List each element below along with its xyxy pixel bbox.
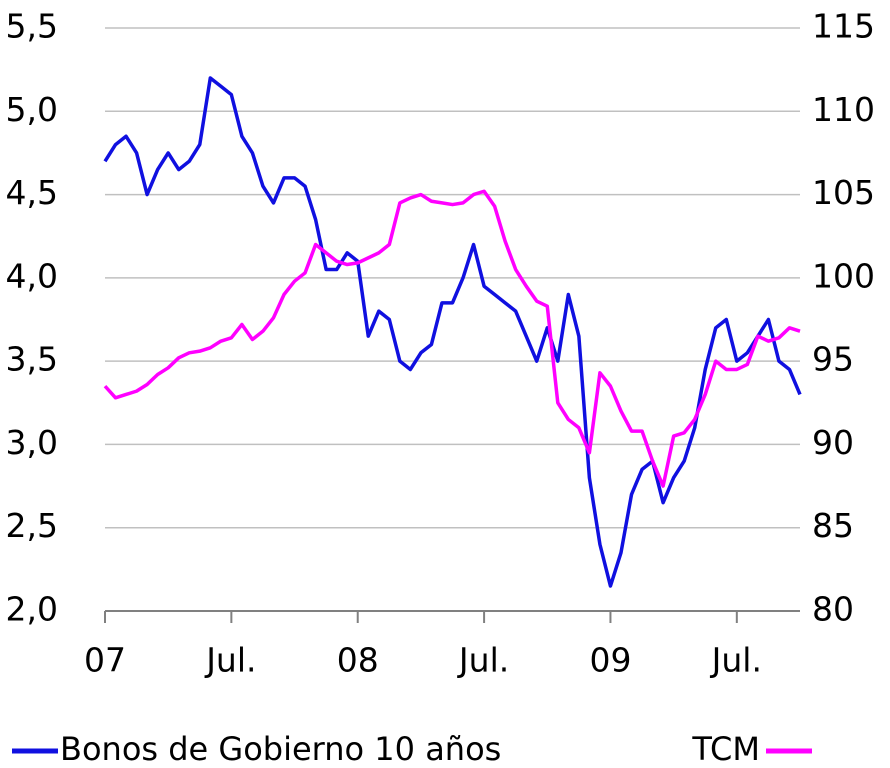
y-tick-label: 2,5	[6, 506, 58, 545]
y2-tick-label: 95	[812, 340, 854, 379]
y-tick-label: 4,5	[6, 173, 58, 212]
y-tick-label: 4,0	[6, 256, 58, 295]
x-tick-label: 08	[337, 641, 379, 680]
y2-tick-label: 100	[812, 256, 875, 295]
y2-tick-label: 80	[812, 590, 854, 629]
x-tick-label: Jul.	[204, 641, 256, 680]
legend-label: Bonos de Gobierno 10 años	[60, 730, 501, 768]
y2-tick-label: 105	[812, 173, 875, 212]
y-tick-label: 3,5	[6, 340, 58, 379]
y-tick-label: 3,0	[6, 423, 58, 462]
x-tick-label: 07	[84, 641, 126, 680]
y2-tick-label: 115	[812, 7, 875, 46]
data-line	[103, 76, 802, 588]
x-tick-label: Jul.	[710, 641, 762, 680]
y2-tick-label: 110	[812, 90, 875, 129]
legend-label: TCM	[691, 730, 760, 768]
y-tick-label: 5,0	[6, 90, 58, 129]
y2-tick-label: 85	[812, 506, 854, 545]
y-tick-label: 2,0	[6, 590, 58, 629]
y-tick-label: 5,5	[6, 7, 58, 46]
y2-tick-label: 90	[812, 423, 854, 462]
x-tick-label: 09	[589, 641, 631, 680]
data-line	[103, 189, 801, 488]
x-tick-label: Jul.	[457, 641, 509, 680]
